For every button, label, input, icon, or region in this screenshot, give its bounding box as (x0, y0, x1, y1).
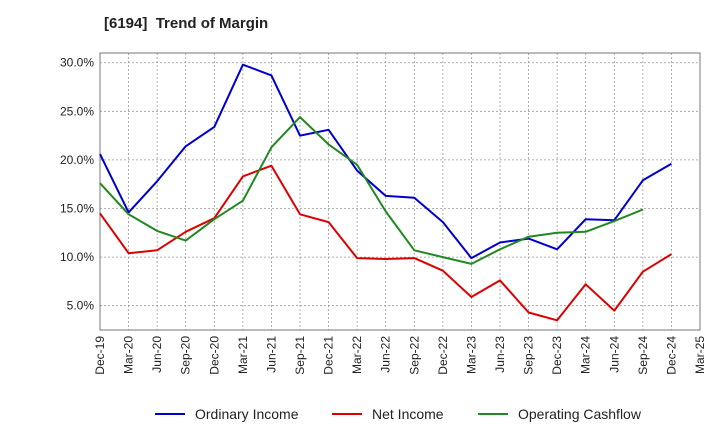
x-tick-label: Mar-21 (236, 336, 250, 374)
plot-frame (99, 52, 701, 331)
x-tick-label: Dec-22 (436, 336, 450, 375)
y-tick-label: 10.0% (60, 250, 94, 264)
grid (100, 53, 700, 330)
series-line-net-income (99, 164, 672, 322)
x-tick-label: Mar-20 (122, 336, 136, 374)
axis-labels: Dec-19 Mar-20 Jun-20 Sep-20 Dec-20 Mar-21 Jun-… (60, 56, 707, 375)
x-tick-label: Sep-23 (522, 336, 536, 375)
x-tick-label: Jun-20 (150, 336, 164, 373)
x-tick-label: Jun-21 (264, 336, 278, 373)
y-tick-label: 25.0% (60, 104, 94, 118)
x-tick-label: Dec-20 (207, 336, 221, 375)
y-tick-label: 20.0% (60, 153, 94, 167)
x-tick-label: Sep-22 (407, 336, 421, 375)
x-tick-label: Jun-24 (607, 336, 621, 373)
x-tick-label: Sep-24 (636, 336, 650, 375)
x-tick-label: Mar-25 (693, 336, 707, 374)
y-tick-label: 30.0% (60, 56, 94, 70)
x-tick-label: Sep-20 (179, 336, 193, 375)
x-tick-label: Mar-22 (350, 336, 364, 374)
legend-label: Net Income (372, 406, 444, 422)
x-tick-label: Dec-19 (93, 336, 107, 375)
legend-label: Operating Cashflow (518, 406, 642, 422)
x-tick-label: Mar-23 (464, 336, 478, 374)
series-line-operating-cashflow (99, 116, 644, 265)
x-tick-label: Sep-21 (293, 336, 307, 375)
y-tick-label: 5.0% (67, 299, 95, 313)
series-line-ordinary-income (99, 63, 672, 260)
chart-title: [6194] Trend of Margin (104, 15, 269, 32)
legend-label: Ordinary Income (195, 406, 299, 422)
x-tick-label: Dec-23 (550, 336, 564, 375)
legend: Ordinary Income Net Income Operating Cashf… (155, 406, 642, 422)
x-tick-label: Mar-24 (579, 336, 593, 374)
series-lines (99, 63, 672, 322)
x-tick-label: Dec-24 (664, 336, 678, 375)
x-tick-label: Jun-22 (379, 336, 393, 373)
y-tick-label: 15.0% (60, 202, 94, 216)
x-tick-label: Dec-21 (322, 336, 336, 375)
x-tick-label: Jun-23 (493, 336, 507, 373)
